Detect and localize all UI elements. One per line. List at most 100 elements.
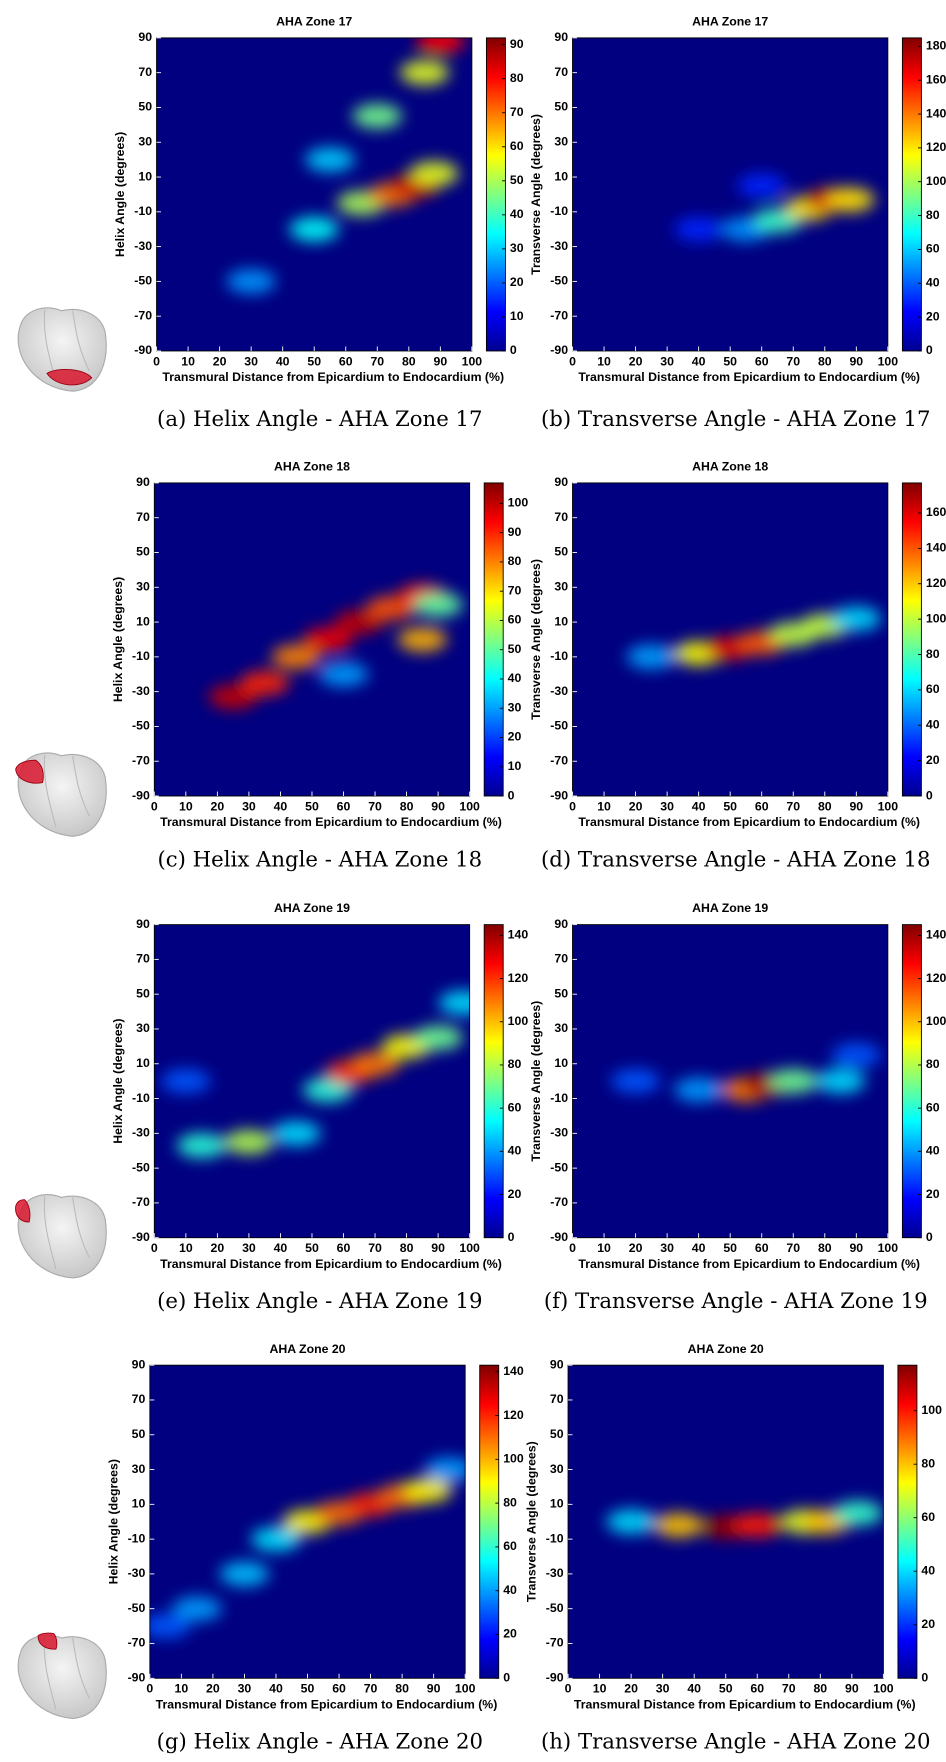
colorbar-tick-label: 120 <box>503 1408 524 1422</box>
x-tick-label: 70 <box>368 1241 382 1255</box>
density-peak <box>402 1478 452 1503</box>
colorbar-tick-label: 0 <box>510 343 517 357</box>
x-tick-label: 90 <box>849 354 863 368</box>
colorbar-tick-label: 160 <box>926 72 946 86</box>
x-tick-label: 60 <box>337 1241 351 1255</box>
y-tick-label: -70 <box>128 1636 146 1650</box>
caption: (a) Helix Angle - AHA Zone 17 <box>157 407 483 432</box>
x-tick-label: 80 <box>395 1682 409 1696</box>
x-tick-label: 20 <box>624 1682 638 1696</box>
x-tick-label: 100 <box>873 1682 894 1696</box>
x-tick-label: 0 <box>569 354 576 368</box>
y-tick-label: 90 <box>136 475 150 489</box>
colorbar-tick-label: 40 <box>503 1583 517 1597</box>
y-tick-label: 50 <box>550 1427 564 1441</box>
y-tick-label: 70 <box>554 510 568 524</box>
density-peak <box>399 60 450 85</box>
x-tick-label: 90 <box>434 354 448 368</box>
x-axis-label: Transmural Distance from Epicardium to E… <box>578 815 920 829</box>
heart-zone <box>37 1632 58 1650</box>
colorbar-tick-label: 90 <box>508 525 522 539</box>
y-tick-label: -70 <box>550 1195 568 1209</box>
heart-icon <box>17 307 107 392</box>
y-tick-label: 90 <box>132 1357 146 1371</box>
x-tick-label: 10 <box>179 1241 193 1255</box>
colorbar-tick-label: 60 <box>508 613 522 627</box>
x-tick-label: 40 <box>692 354 706 368</box>
x-tick-label: 80 <box>400 1241 414 1255</box>
colorbar-tick-label: 60 <box>503 1539 517 1553</box>
x-tick-label: 80 <box>818 354 832 368</box>
colorbar-tick-label: 20 <box>503 1627 517 1641</box>
colorbar <box>897 1364 918 1679</box>
x-tick-label: 100 <box>878 1241 899 1255</box>
x-tick-label: 50 <box>305 799 319 813</box>
density-peak <box>219 1561 270 1587</box>
colorbar-tick-label: 60 <box>508 1100 522 1114</box>
colorbar-tick-label: 60 <box>510 139 524 153</box>
colorbar <box>483 924 504 1239</box>
heatmap <box>208 583 463 710</box>
x-tick-label: 100 <box>459 799 480 813</box>
x-tick-label: 60 <box>755 1241 769 1255</box>
x-tick-label: 80 <box>818 799 832 813</box>
colorbar-tick-label: 80 <box>926 1057 940 1071</box>
colorbar-tick-label: 120 <box>926 576 946 590</box>
chart-title: AHA Zone 17 <box>276 14 352 28</box>
density-peak <box>350 1051 400 1077</box>
caption: (f) Transverse Angle - AHA Zone 19 <box>544 1289 928 1314</box>
density-peak <box>674 216 724 242</box>
y-tick-label: 70 <box>550 1392 564 1406</box>
x-tick-label: 40 <box>276 354 290 368</box>
colorbar-tick-label: 40 <box>921 1563 935 1577</box>
x-tick-label: 80 <box>813 1682 827 1696</box>
colorbar-tick-label: 0 <box>926 1230 933 1244</box>
colorbar-tick-label: 40 <box>510 207 524 221</box>
y-tick-label: -90 <box>550 1230 568 1244</box>
x-tick-label: 100 <box>878 799 899 813</box>
caption: (h) Transverse Angle - AHA Zone 20 <box>541 1730 931 1755</box>
x-tick-label: 50 <box>723 354 737 368</box>
x-tick-label: 10 <box>175 1682 189 1696</box>
x-tick-label: 0 <box>565 1682 572 1696</box>
colorbar-tick-label: 0 <box>921 1671 928 1685</box>
density-peak <box>240 670 290 696</box>
density-peak <box>606 1509 656 1535</box>
colorbar-tick-label: 20 <box>926 309 940 323</box>
x-tick-label: 10 <box>597 799 611 813</box>
x-tick-label: 30 <box>660 799 674 813</box>
x-tick-label: 80 <box>402 354 416 368</box>
x-tick-label: 30 <box>242 1241 256 1255</box>
caption: (b) Transverse Angle - AHA Zone 17 <box>541 407 931 432</box>
y-tick-label: -10 <box>128 1531 146 1545</box>
y-tick-label: -10 <box>132 649 150 663</box>
density-peak <box>438 990 470 1016</box>
colorbar-tick-label: 100 <box>926 1014 946 1028</box>
y-tick-label: -50 <box>546 1601 564 1615</box>
x-tick-label: 10 <box>597 1241 611 1255</box>
heart-shape <box>17 1634 107 1720</box>
colorbar-tick-label: 0 <box>926 788 933 802</box>
x-tick-label: 60 <box>755 354 769 368</box>
heatmap <box>606 1500 883 1540</box>
colorbar-tick-label: 40 <box>926 276 940 290</box>
x-tick-label: 10 <box>593 1682 607 1696</box>
colorbar-tick-label: 40 <box>926 718 940 732</box>
density-peak <box>415 37 465 54</box>
heatmap <box>161 990 470 1158</box>
x-axis-label: Transmural Distance from Epicardium to E… <box>156 1697 498 1711</box>
y-tick-label: 30 <box>554 580 568 594</box>
colorbar-tick-label: 60 <box>921 1510 935 1524</box>
y-tick-label: 10 <box>554 1056 568 1070</box>
y-tick-label: 50 <box>132 1427 146 1441</box>
x-tick-label: 30 <box>660 1241 674 1255</box>
y-tick-label: -30 <box>550 1126 568 1140</box>
y-tick-label: 50 <box>136 986 150 1000</box>
colorbar-tick-label: 160 <box>926 505 946 519</box>
y-tick-label: 50 <box>554 986 568 1000</box>
heart-icon <box>15 752 107 837</box>
x-tick-label: 50 <box>723 799 737 813</box>
y-tick-label: -70 <box>546 1636 564 1650</box>
x-tick-label: 20 <box>629 354 643 368</box>
